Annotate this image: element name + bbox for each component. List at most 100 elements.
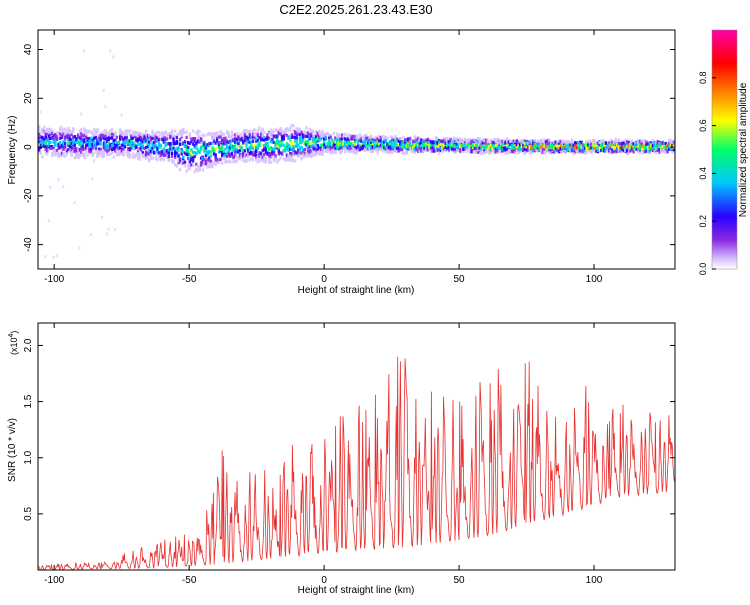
spectrogram-cell (289, 138, 292, 142)
spectrogram-cell (120, 149, 123, 153)
spectrogram-cell (125, 133, 128, 137)
spectrogram-cell (509, 142, 512, 146)
spectrogram-cell (49, 146, 52, 151)
spectrogram-cell (379, 143, 383, 147)
spectrogram-cell (564, 144, 567, 148)
spectrogram-cell (643, 145, 647, 149)
spectrogram-cell (93, 136, 96, 140)
spectrogram-cell (340, 137, 344, 141)
spectrogram-cell (284, 130, 287, 134)
spectrogram-cell (642, 144, 645, 148)
spectrogram-cell (180, 149, 183, 153)
spectrogram-cell (444, 145, 447, 149)
spectrogram-cell (648, 142, 651, 146)
spectrogram-cell (274, 142, 277, 146)
spectrogram-cell (420, 148, 423, 152)
spectrogram-cell (373, 144, 376, 148)
spectrogram-cell (211, 148, 214, 152)
spectrogram-cell (110, 151, 114, 155)
spectrogram-cell (78, 143, 81, 147)
spectrogram-cell (75, 152, 78, 156)
spectrogram-cell (384, 136, 387, 140)
spectrogram-cell (540, 148, 543, 153)
spectrogram-cell (94, 142, 98, 146)
spectrogram-cell (326, 147, 329, 151)
spectrogram-cell (161, 137, 164, 142)
spectrogram-cell (587, 140, 590, 144)
spectrogram-cell (361, 140, 365, 144)
spectrogram-cell (570, 145, 574, 149)
spectrogram-cell (234, 154, 237, 158)
spectrogram-cell (78, 154, 81, 158)
spectrogram-cell (57, 152, 60, 156)
spectrogram-cell (384, 143, 387, 147)
spectrogram-cell (221, 138, 224, 142)
spectrogram-cell (413, 139, 417, 143)
spectrogram-cell (522, 140, 525, 144)
spectrogram-cell (97, 150, 101, 154)
spectrogram-cell (407, 145, 410, 149)
spectrogram-cell (214, 156, 217, 160)
spectrogram-cell (248, 140, 251, 144)
spectrogram-cell (146, 155, 149, 159)
spectrogram-cell (549, 151, 553, 155)
spectrogram-cell (472, 141, 475, 145)
spectrogram-cell (551, 147, 554, 152)
spectrogram-cell (408, 137, 412, 141)
spectrogram-cell (68, 130, 72, 134)
spectrogram-cell (285, 147, 289, 151)
spectrogram-cell (313, 137, 316, 141)
spectrogram-cell (216, 158, 219, 162)
spectrogram-cell (300, 140, 303, 144)
spectrogram-cell (51, 136, 54, 140)
snr-x-tick-label: 50 (454, 575, 466, 586)
spectrogram-cell (501, 142, 504, 147)
spectrogram-cell (143, 136, 146, 140)
spectrogram-cell (190, 137, 193, 141)
spectrogram-cell (276, 146, 279, 150)
spectrogram-cell (101, 155, 104, 159)
spectrogram-cell (130, 138, 133, 142)
spectrogram-cell (38, 140, 41, 144)
spectrogram-cell (553, 140, 556, 144)
spectrogram-cell (323, 134, 326, 138)
spectrogram-cell (264, 137, 268, 141)
spectrogram-cell (566, 147, 569, 151)
spectrogram-cell (541, 144, 545, 148)
spectrogram-cell (425, 147, 428, 151)
spectrogram-cell (383, 140, 386, 144)
spectrogram-cell (319, 132, 323, 136)
spectrogram-cell (556, 144, 559, 148)
snr-y-tick-label: 1.5 (23, 394, 34, 408)
spectrogram-cell (83, 127, 86, 131)
spectrogram-cell (319, 151, 323, 156)
spectrogram-cell (276, 134, 279, 138)
spectrogram-cell (392, 145, 396, 149)
spectrogram-cell (293, 144, 297, 148)
spectrogram-cell (41, 140, 44, 144)
spectrogram-cell (472, 143, 475, 147)
spectrogram-cell (585, 147, 588, 151)
spectrogram-cell (289, 152, 292, 156)
spectrogram-cell (46, 152, 49, 156)
spectrogram-cell (293, 159, 297, 163)
spectrogram-cell (580, 151, 583, 155)
spectrogram-cell (436, 139, 439, 143)
spectrogram-cell (237, 150, 240, 154)
spectrogram-cell (643, 147, 647, 151)
spectrogram-cell (211, 141, 214, 145)
spectrogram-cell (78, 129, 81, 133)
spectrogram-cell (149, 135, 153, 139)
spectrogram-cell (402, 143, 405, 147)
spectrogram-cell (222, 132, 225, 137)
spectrogram-cell (363, 135, 366, 139)
spectrogram-cell (243, 139, 247, 143)
spectrogram-cell (80, 132, 83, 136)
spectrogram-cell (306, 134, 310, 139)
spectrogram-cell (617, 145, 621, 149)
spectrogram-cell (329, 135, 332, 139)
spectrogram-cell (85, 146, 88, 150)
spectrogram-cell (169, 131, 172, 136)
spectrogram-cell (544, 140, 548, 144)
spectrogram-cell (68, 144, 72, 148)
